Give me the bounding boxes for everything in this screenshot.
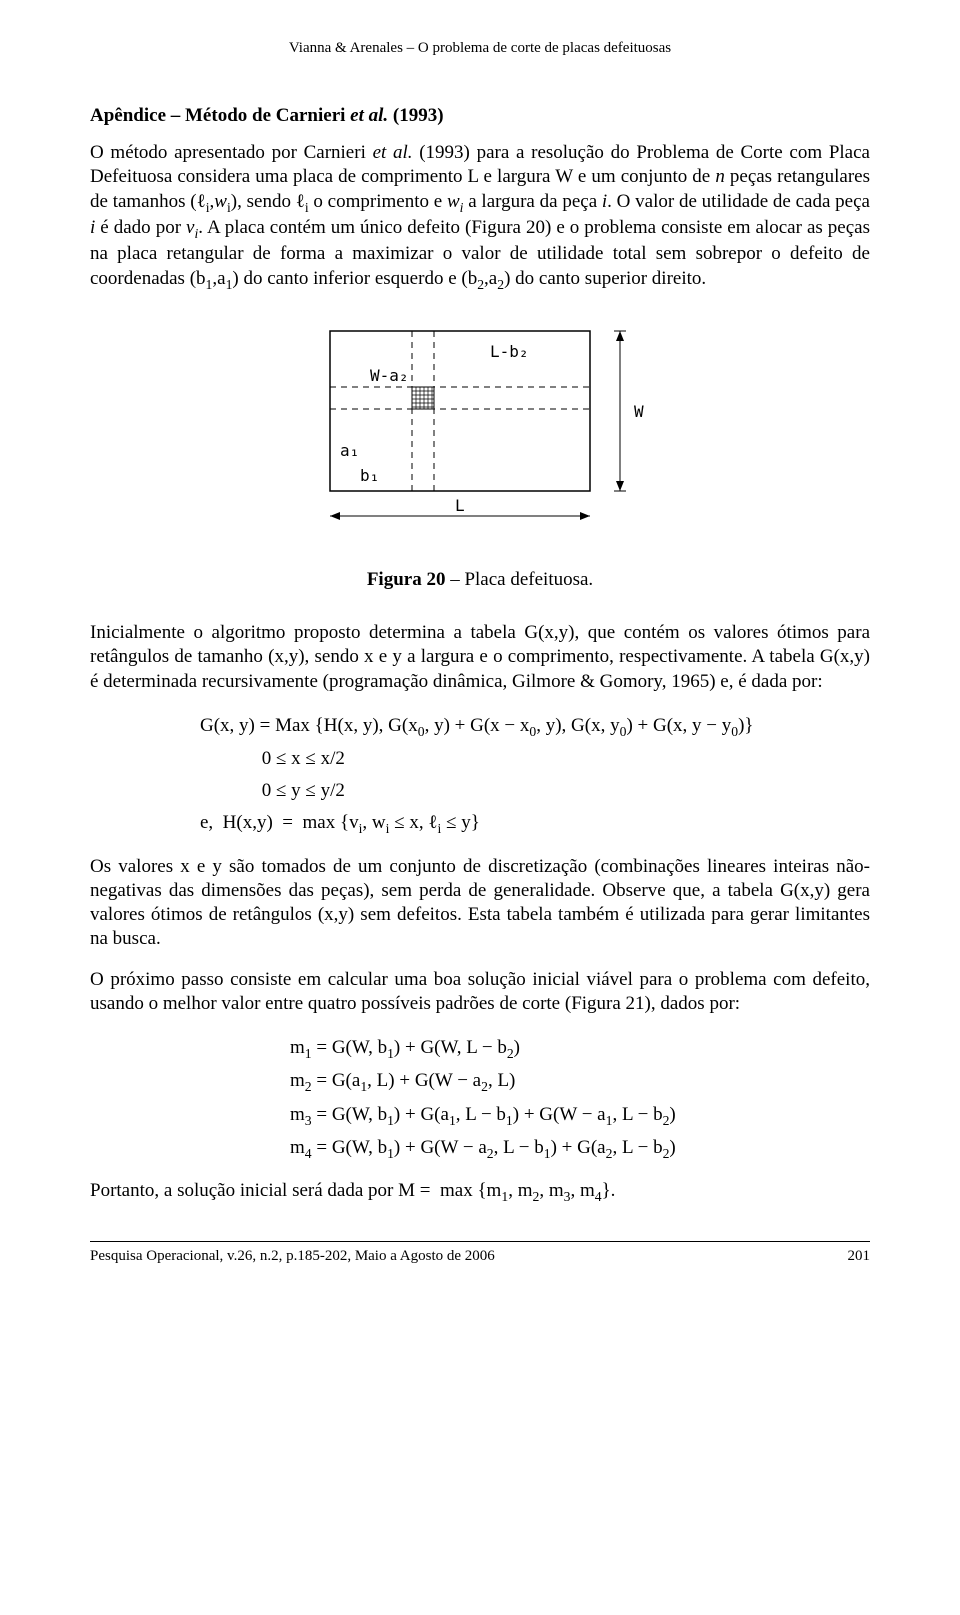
equation-line: m3 = G(W, b1) + G(a1, L − b1) + G(W − a1…: [290, 1099, 870, 1132]
equation-line: e, H(x,y) = max {vi, wi ≤ x, ℓi ≤ y}: [200, 807, 870, 840]
figure-20-caption: Figura 20 – Placa defeituosa.: [90, 569, 870, 591]
equation-G: G(x, y) = Max {H(x, y), G(x0, y) + G(x −…: [200, 710, 870, 841]
footer-rule: [90, 1241, 870, 1242]
label-a1: a₁: [340, 441, 359, 460]
figure-20-container: W-a₂ L-b₂ a₁ b₁ L W: [90, 321, 870, 551]
equation-line: 0 ≤ y ≤ y/2: [200, 775, 870, 807]
equation-line: G(x, y) = Max {H(x, y), G(x0, y) + G(x −…: [200, 710, 870, 743]
paragraph-3: Os valores x e y são tomados de um conju…: [90, 855, 870, 952]
label-W: W: [634, 402, 644, 421]
page-number: 201: [848, 1248, 871, 1265]
paragraph-2: Inicialmente o algoritmo proposto determ…: [90, 621, 870, 694]
footer-citation: Pesquisa Operacional, v.26, n.2, p.185-2…: [90, 1248, 495, 1265]
appendix-title: Apêndice – Método de Carnieri et al. (19…: [90, 105, 870, 127]
equation-line: m4 = G(W, b1) + G(W − a2, L − b1) + G(a2…: [290, 1132, 870, 1165]
label-L: L: [455, 496, 465, 515]
running-header: Vianna & Arenales – O problema de corte …: [90, 40, 870, 57]
label-b1: b₁: [360, 466, 379, 485]
equation-line: 0 ≤ x ≤ x/2: [200, 743, 870, 775]
paragraph-5: Portanto, a solução inicial será dada po…: [90, 1179, 870, 1205]
label-L-b2: L-b₂: [490, 342, 529, 361]
equation-m: m1 = G(W, b1) + G(W, L − b2)m2 = G(a1, L…: [290, 1032, 870, 1164]
equation-line: m2 = G(a1, L) + G(W − a2, L): [290, 1065, 870, 1098]
paragraph-4: O próximo passo consiste em calcular uma…: [90, 968, 870, 1017]
label-W-a2: W-a₂: [370, 366, 409, 385]
paragraph-1: O método apresentado por Carnieri et al.…: [90, 141, 870, 293]
equation-line: m1 = G(W, b1) + G(W, L − b2): [290, 1032, 870, 1065]
appendix-title-text: Apêndice – Método de Carnieri et al. (19…: [90, 105, 444, 126]
figure-20-svg: W-a₂ L-b₂ a₁ b₁ L W: [300, 321, 660, 551]
